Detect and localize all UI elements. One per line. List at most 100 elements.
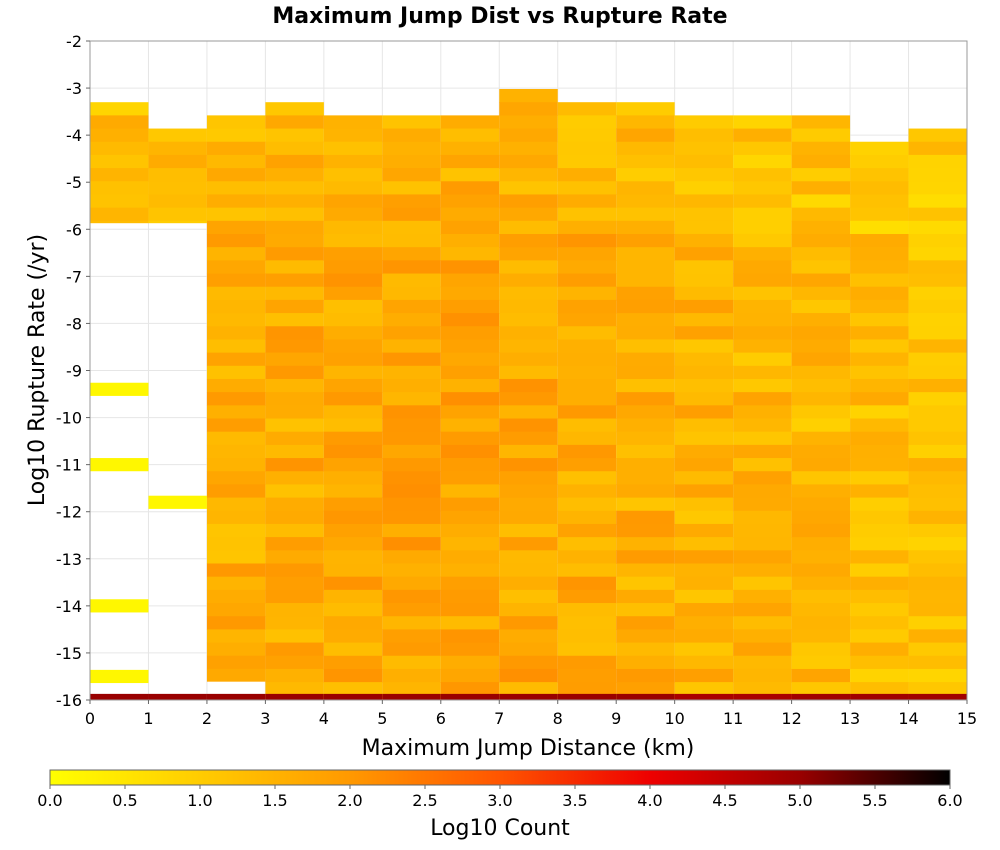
- heatmap-cell: [499, 668, 558, 683]
- x-tick-label: 1: [143, 709, 153, 728]
- heatmap-cell: [148, 181, 207, 195]
- heatmap-cell: [850, 273, 909, 288]
- heatmap-cell: [206, 537, 266, 551]
- heatmap-cell: [791, 576, 851, 591]
- heatmap-cell: [733, 458, 792, 472]
- heatmap-cell: [733, 247, 792, 261]
- heatmap-cell: [908, 339, 967, 354]
- heatmap-cell: [90, 168, 149, 182]
- heatmap-cell: [791, 418, 851, 433]
- heatmap-cell: [265, 616, 324, 630]
- heatmap-cell: [323, 616, 383, 630]
- heatmap-cell: [499, 154, 558, 169]
- heatmap-cell: [850, 642, 909, 657]
- heatmap-cell: [557, 655, 617, 670]
- heatmap-cell: [674, 115, 734, 130]
- heatmap-cell: [674, 603, 734, 617]
- heatmap-cell: [557, 378, 617, 393]
- heatmap-cell: [733, 550, 792, 564]
- heatmap-cell: [850, 603, 909, 617]
- heatmap-cell: [440, 339, 500, 354]
- heatmap-cell: [850, 326, 909, 340]
- heatmap-cell: [908, 233, 967, 248]
- y-tick-label: -6: [66, 220, 82, 239]
- heatmap-cell: [382, 154, 441, 169]
- heatmap-cell: [206, 352, 266, 367]
- heatmap-cell: [382, 693, 441, 700]
- heatmap-cell: [674, 326, 734, 340]
- heatmap-cell: [557, 497, 617, 512]
- heatmap-cell: [499, 484, 558, 499]
- heatmap-cell: [674, 154, 734, 169]
- x-tick-label: 15: [957, 709, 977, 728]
- heatmap-cell: [616, 154, 675, 169]
- heatmap-cell: [616, 352, 675, 367]
- heatmap-cell: [674, 405, 734, 420]
- x-tick-label: 11: [723, 709, 743, 728]
- heatmap-cell: [557, 260, 617, 275]
- heatmap-cell: [791, 471, 851, 485]
- heatmap-cell: [616, 603, 675, 617]
- heatmap-cell: [557, 128, 617, 143]
- heatmap-cell: [557, 313, 617, 327]
- heatmap-cell: [323, 299, 383, 314]
- heatmap-cell: [499, 497, 558, 512]
- heatmap-cell: [382, 115, 441, 130]
- heatmap-cell: [674, 431, 734, 446]
- heatmap-cell: [499, 655, 558, 670]
- x-tick-label: 4: [319, 709, 329, 728]
- heatmap-cell: [733, 168, 792, 182]
- heatmap-cell: [850, 352, 909, 367]
- heatmap-cell: [265, 326, 324, 340]
- heatmap-cell: [616, 563, 675, 578]
- colorbar-tick-label: 3.5: [562, 791, 587, 810]
- heatmap-cell: [733, 339, 792, 354]
- heatmap-cell: [382, 128, 441, 143]
- heatmap-cell: [323, 589, 383, 604]
- heatmap-cell: [323, 313, 383, 327]
- heatmap-cell: [323, 233, 383, 248]
- heatmap-cell: [557, 168, 617, 182]
- y-tick-label: -15: [56, 644, 82, 663]
- heatmap-cell: [206, 655, 266, 670]
- heatmap-cell: [908, 589, 967, 604]
- heatmap-cell: [323, 194, 383, 209]
- heatmap-cell: [265, 418, 324, 433]
- heatmap-cell: [382, 352, 441, 367]
- heatmap-cell: [850, 154, 909, 169]
- heatmap-cell: [616, 497, 675, 512]
- colorbar-tick-label: 2.5: [412, 791, 437, 810]
- heatmap-cell: [440, 693, 500, 700]
- heatmap-cell: [265, 444, 324, 459]
- heatmap-cell: [323, 576, 383, 591]
- heatmap-cell: [206, 313, 266, 327]
- heatmap-cell: [557, 550, 617, 564]
- heatmap-cell: [791, 616, 851, 630]
- heatmap-cell: [323, 128, 383, 143]
- heatmap-cell: [908, 260, 967, 275]
- heatmap-cell: [440, 682, 500, 696]
- heatmap-cell: [148, 207, 207, 222]
- heatmap-cell: [908, 207, 967, 222]
- heatmap-cell: [265, 603, 324, 617]
- heatmap-cell: [206, 510, 266, 525]
- heatmap-cell: [674, 128, 734, 143]
- heatmap-cell: [616, 233, 675, 248]
- heatmap-cell: [908, 550, 967, 564]
- heatmap-cell: [265, 260, 324, 275]
- heatmap-cell: [382, 141, 441, 156]
- heatmap-cell: [382, 247, 441, 261]
- heatmap-cell: [382, 260, 441, 275]
- heatmap-cell: [206, 629, 266, 644]
- heatmap-cell: [499, 537, 558, 551]
- heatmap-cell: [850, 181, 909, 195]
- heatmap-cell: [265, 299, 324, 314]
- heatmap-cell: [733, 471, 792, 485]
- heatmap-cell: [382, 642, 441, 657]
- heatmap-cell: [265, 194, 324, 209]
- heatmap-cell: [206, 115, 266, 130]
- heatmap-cell: [382, 313, 441, 327]
- heatmap-cell: [674, 273, 734, 288]
- heatmap-cell: [733, 642, 792, 657]
- heatmap-cell: [90, 693, 149, 700]
